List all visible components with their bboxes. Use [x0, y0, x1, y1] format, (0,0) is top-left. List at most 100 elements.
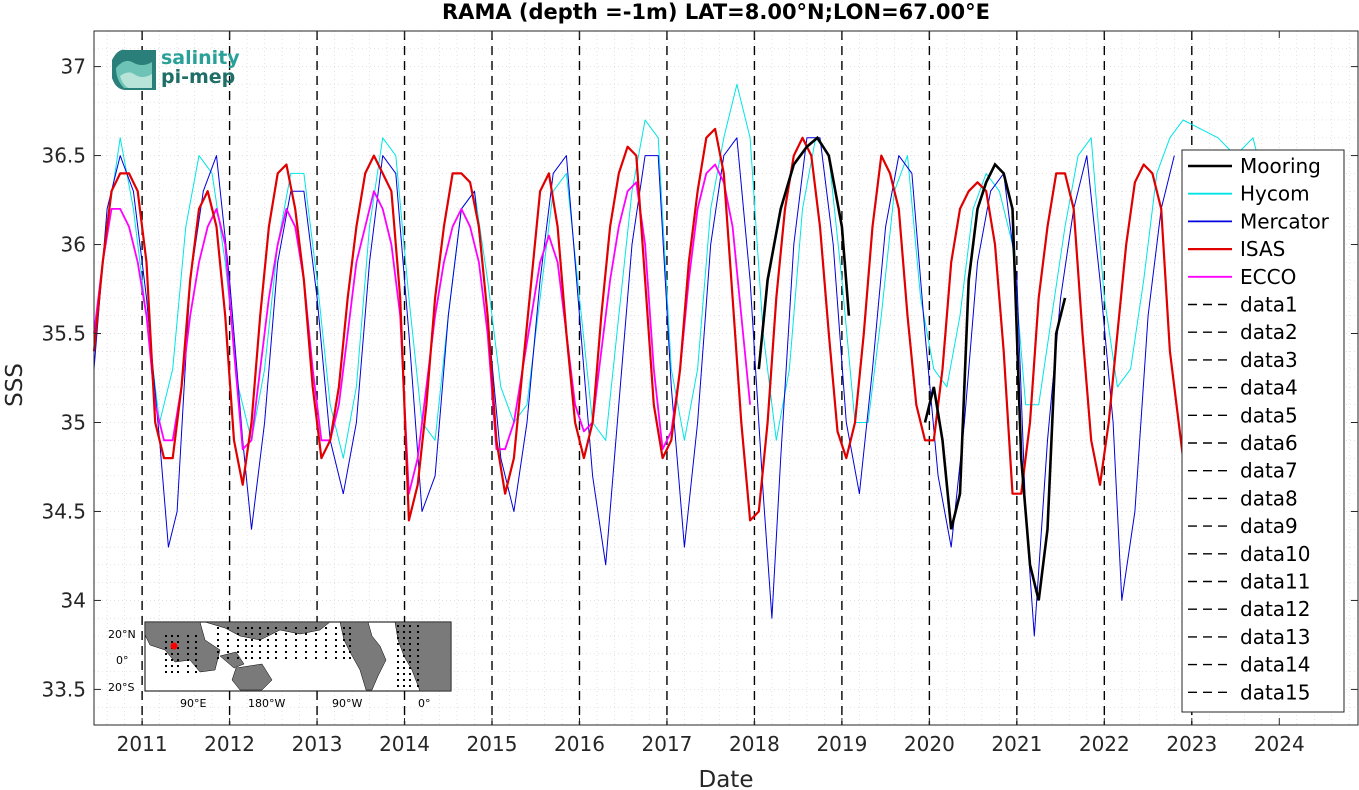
chart-title: RAMA (depth =-1m) LAT=8.00°N;LON=67.00°E	[442, 0, 990, 24]
inset-mooring-dot	[397, 649, 399, 651]
inset-mooring-dot	[275, 645, 277, 647]
inset-mooring-dot	[335, 657, 337, 659]
inset-mooring-dots	[165, 625, 419, 687]
x-tick-label: 2023	[1166, 732, 1217, 756]
inset-mooring-dot	[165, 653, 167, 655]
inset-mooring-dot	[251, 651, 253, 653]
inset-mooring-dot	[259, 645, 261, 647]
inset-mooring-dot	[349, 645, 351, 647]
inset-mooring-dot	[397, 637, 399, 639]
inset-mooring-dot	[275, 633, 277, 635]
inset-mooring-dot	[403, 637, 405, 639]
inset-mooring-dot	[177, 665, 179, 667]
inset-mooring-dot	[245, 633, 247, 635]
x-tick-label: 2015	[467, 732, 518, 756]
inset-mooring-dot	[343, 627, 345, 629]
inset-mooring-dot	[165, 665, 167, 667]
inset-mooring-dot	[171, 641, 173, 643]
inset-mooring-dot	[267, 645, 269, 647]
inset-mooring-dot	[403, 667, 405, 669]
inset-map: 20°N 0° 20°S 90°E 180°W 90°W 0°	[108, 621, 452, 710]
legend-label: ISAS	[1240, 237, 1285, 261]
inset-mooring-dot	[349, 651, 351, 653]
legend-item: data10	[1188, 542, 1311, 566]
inset-mooring-dot	[349, 627, 351, 629]
x-tick-label: 2013	[292, 732, 343, 756]
legend-label: Hycom	[1240, 182, 1310, 206]
inset-mooring-dot	[187, 671, 189, 673]
inset-mooring-dot	[177, 671, 179, 673]
inset-mooring-dot	[417, 631, 419, 633]
inset-mooring-dot	[187, 647, 189, 649]
inset-mooring-dot	[267, 627, 269, 629]
inset-mooring-dot	[275, 657, 277, 659]
inset-mooring-dot	[315, 645, 317, 647]
salinity-pi-mep-logo: salinity pi-mep	[112, 47, 240, 90]
inset-mooring-dot	[403, 631, 405, 633]
inset-mooring-dot	[315, 651, 317, 653]
inset-mooring-dot	[237, 627, 239, 629]
legend-label: data10	[1240, 542, 1311, 566]
inset-mooring-dot	[409, 679, 411, 681]
x-tick-label: 2021	[991, 732, 1042, 756]
inset-mooring-dot	[251, 627, 253, 629]
inset-mooring-dot	[259, 633, 261, 635]
legend-label: data1	[1240, 293, 1298, 317]
plot-area	[94, 31, 1358, 725]
legend-item: data13	[1188, 625, 1311, 649]
inset-mooring-dot	[409, 643, 411, 645]
inset-mooring-dot	[403, 625, 405, 627]
inset-lat-label-20s: 20°S	[108, 681, 134, 694]
legend-item: data8	[1188, 486, 1298, 510]
inset-mooring-dot	[349, 633, 351, 635]
inset-selected-mooring	[170, 642, 178, 650]
inset-mooring-dot	[245, 645, 247, 647]
inset-mooring-dot	[251, 657, 253, 659]
inset-mooring-dot	[285, 657, 287, 659]
x-tick-label: 2019	[816, 732, 867, 756]
inset-mooring-dot	[171, 671, 173, 673]
inset-mooring-dot	[397, 679, 399, 681]
inset-mooring-dot	[187, 653, 189, 655]
legend-label: Mooring	[1240, 154, 1321, 178]
legend-label: data5	[1240, 403, 1298, 427]
y-tick-label: 36.5	[41, 144, 86, 168]
inset-mooring-dot	[171, 659, 173, 661]
inset-mooring-dot	[295, 633, 297, 635]
legend-item: data6	[1188, 431, 1298, 455]
inset-mooring-dot	[165, 641, 167, 643]
inset-mooring-dot	[165, 635, 167, 637]
inset-mooring-dot	[195, 659, 197, 661]
inset-mooring-dot	[187, 641, 189, 643]
inset-mooring-dot	[177, 653, 179, 655]
inset-mooring-dot	[285, 639, 287, 641]
inset-mooring-dot	[295, 627, 297, 629]
inset-mooring-dot	[295, 645, 297, 647]
inset-mooring-dot	[237, 657, 239, 659]
legend-item: ECCO	[1188, 265, 1296, 289]
inset-mooring-dot	[237, 651, 239, 653]
x-tick-label: 2024	[1254, 732, 1305, 756]
legend-label: data15	[1240, 680, 1311, 704]
inset-mooring-dot	[349, 639, 351, 641]
inset-lon-label-90e: 90°E	[180, 697, 206, 710]
inset-mooring-dot	[245, 651, 247, 653]
inset-mooring-dot	[177, 635, 179, 637]
legend-item: data2	[1188, 320, 1298, 344]
legend-label: data13	[1240, 625, 1311, 649]
inset-mooring-dot	[245, 627, 247, 629]
series-line-mooring	[923, 162, 1067, 601]
inset-lat-label-20n: 20°N	[108, 628, 136, 641]
inset-mooring-dot	[295, 657, 297, 659]
inset-mooring-dot	[343, 645, 345, 647]
inset-mooring-dot	[187, 665, 189, 667]
inset-mooring-dot	[305, 645, 307, 647]
inset-mooring-dot	[259, 627, 261, 629]
inset-mooring-dot	[237, 639, 239, 641]
inset-lon-label-180w: 180°W	[248, 697, 285, 710]
legend-item: data15	[1188, 680, 1311, 704]
legend-item: data12	[1188, 597, 1311, 621]
inset-mooring-dot	[409, 673, 411, 675]
y-tick-label: 35	[61, 410, 86, 434]
